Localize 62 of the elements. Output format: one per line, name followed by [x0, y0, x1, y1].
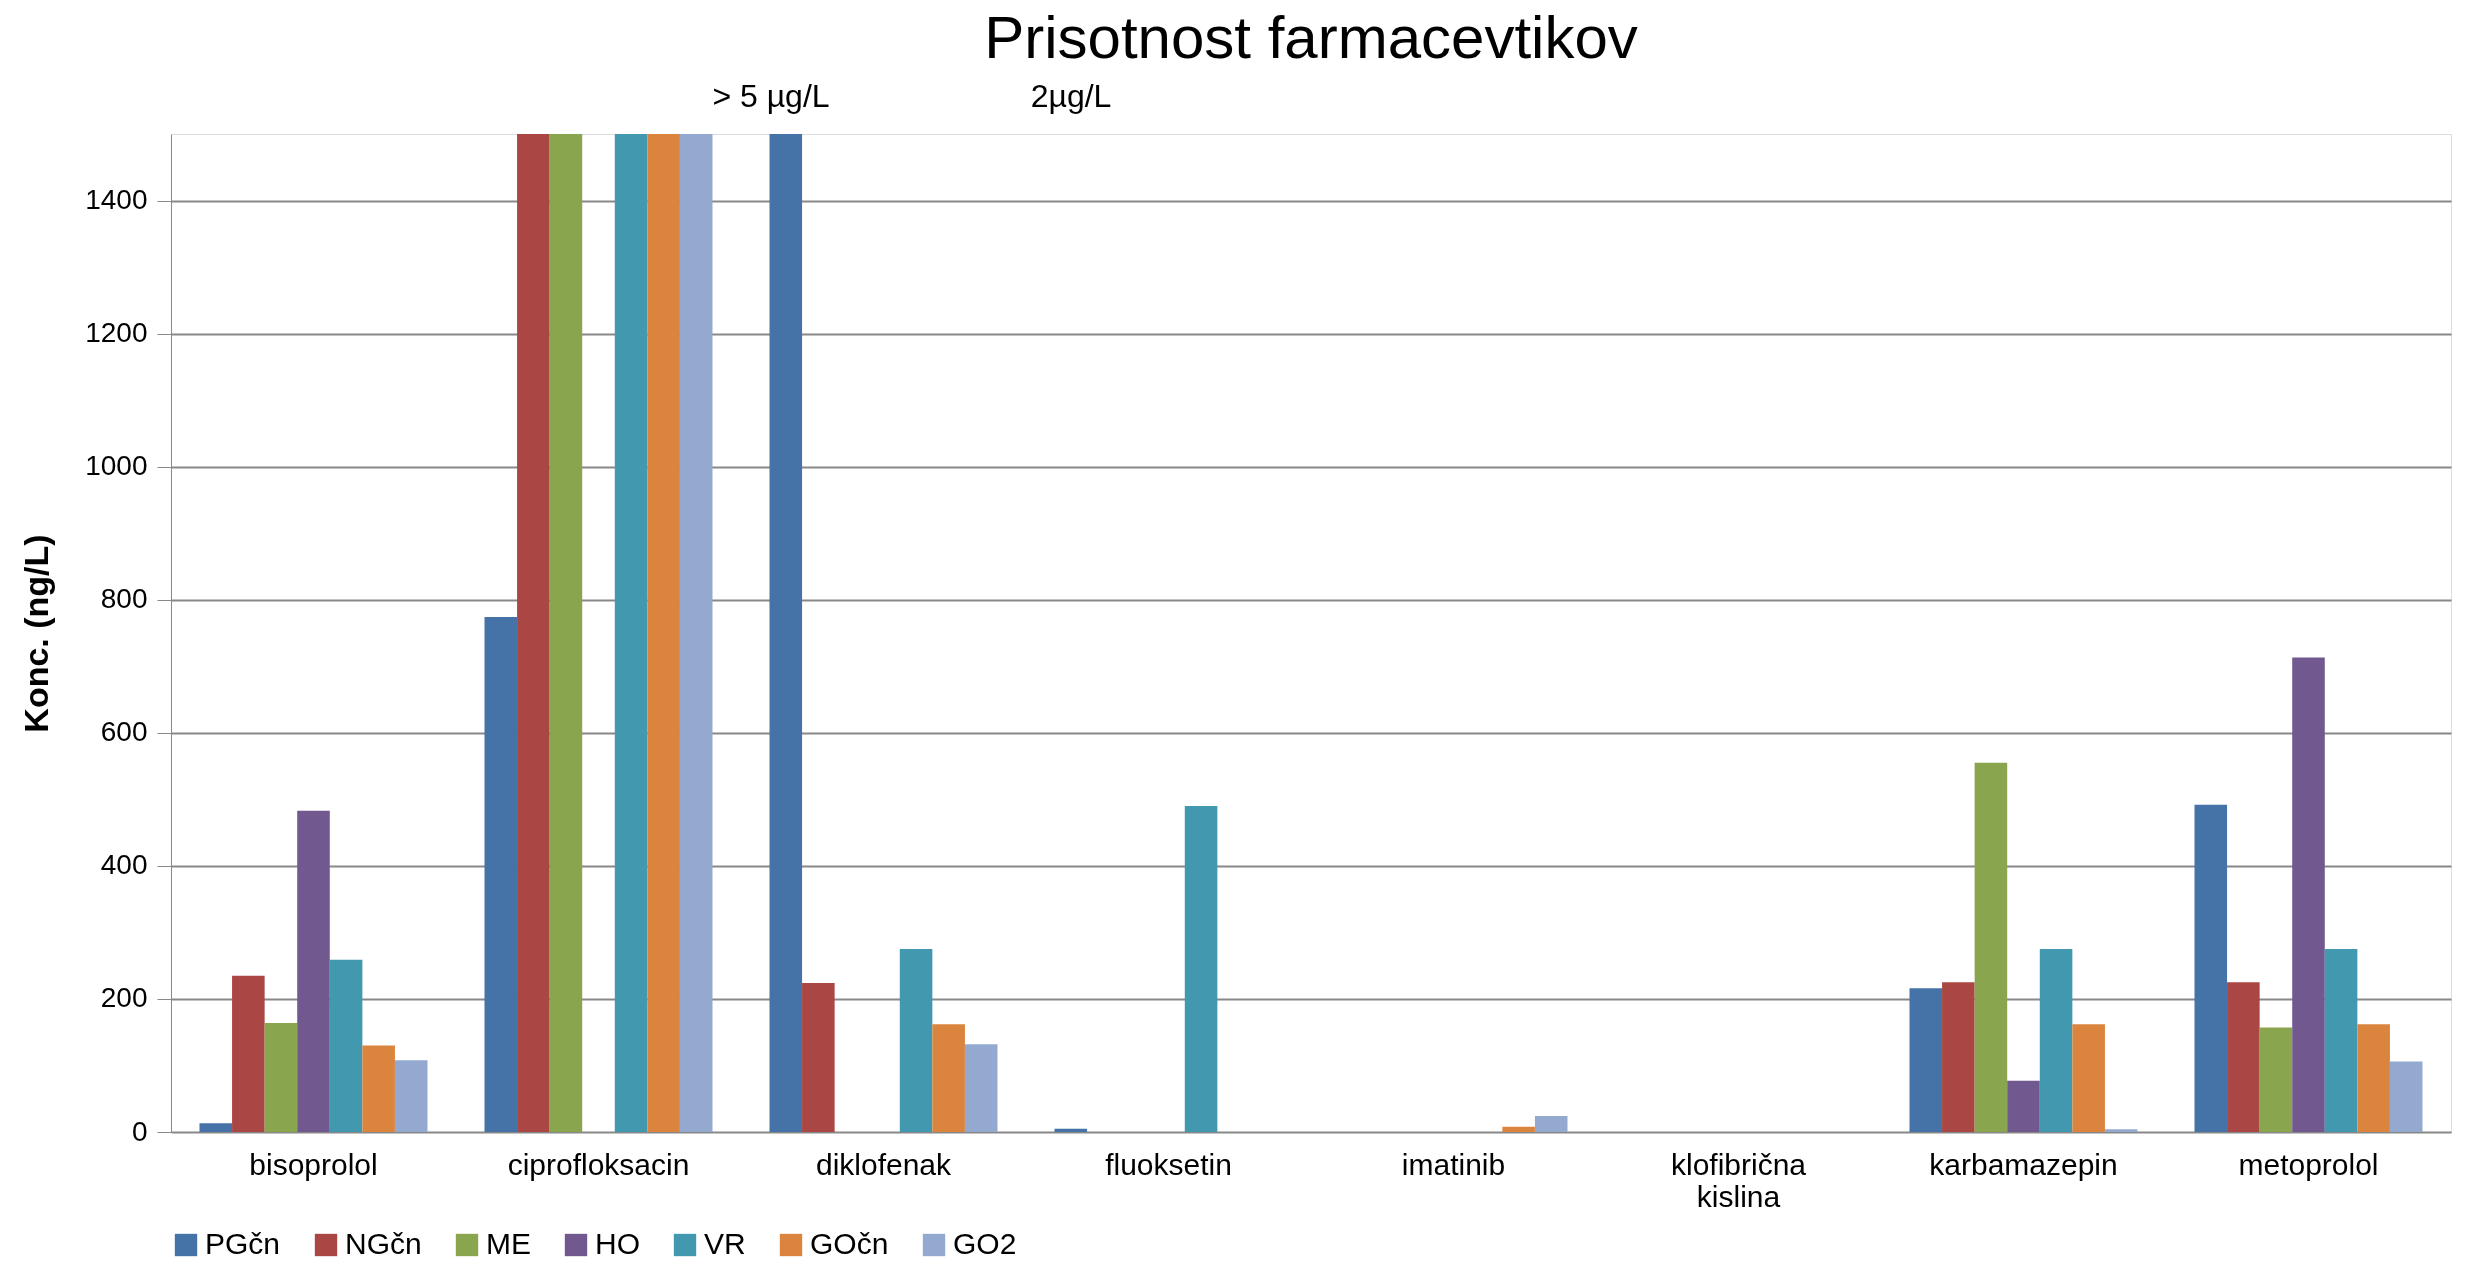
y-tick-label: 0	[131, 1115, 148, 1147]
bar	[297, 810, 330, 1132]
bar	[899, 949, 933, 1132]
x-tick-label: metoprolol	[2238, 1147, 2379, 1181]
bar	[2357, 1024, 2390, 1132]
x-tick-label: diklofenak	[815, 1147, 953, 1181]
bar	[2104, 1129, 2138, 1132]
bar	[1502, 1126, 1535, 1132]
bar	[484, 617, 518, 1132]
bar	[1942, 982, 1975, 1132]
legend-label: VR	[704, 1227, 746, 1260]
y-tick-label: 1400	[85, 184, 148, 216]
y-tick-label: 600	[100, 716, 148, 748]
y-tick-label: 1000	[85, 450, 148, 482]
bar	[769, 134, 803, 1132]
bar	[549, 134, 583, 1132]
text: > 5 µg/L	[712, 78, 830, 114]
legend-label: GOčn	[810, 1227, 889, 1260]
bar	[2072, 1024, 2105, 1132]
x-tick-label: fluoksetin	[1105, 1147, 1232, 1181]
bar	[2194, 804, 2228, 1132]
bar	[362, 1045, 395, 1132]
x-tick-label: bisoprolol	[249, 1147, 378, 1181]
bar	[2007, 1080, 2040, 1132]
bar	[2227, 982, 2260, 1132]
bar	[517, 134, 550, 1132]
legend-label: NGčn	[345, 1227, 422, 1260]
x-tick-label: karbamazepin	[1929, 1147, 2118, 1181]
bar	[1909, 988, 1943, 1132]
x-tick-label: ciprofloksacin	[507, 1147, 690, 1181]
bar	[232, 975, 265, 1132]
x-tick-label: klofibrična kislina	[1670, 1147, 1807, 1213]
bar	[2324, 949, 2358, 1132]
bar	[2292, 657, 2325, 1132]
bar	[614, 134, 648, 1132]
bar	[2039, 949, 2073, 1132]
y-axis-title: Konc. (ng/L)	[17, 534, 56, 733]
bar	[1184, 805, 1218, 1132]
legend-label: GO2	[953, 1227, 1017, 1260]
y-tick-label: 400	[100, 849, 148, 881]
bar	[964, 1044, 998, 1132]
y-tick-label: 1200	[85, 317, 148, 349]
legend-label: PGčn	[205, 1227, 281, 1260]
bar	[1534, 1116, 1568, 1132]
y-tick-label: 800	[100, 583, 148, 615]
bar	[2259, 1027, 2293, 1132]
bar	[679, 134, 713, 1132]
legend-label: HO	[595, 1227, 640, 1260]
y-tick-label: 200	[100, 982, 148, 1014]
bar	[329, 959, 363, 1132]
x-tick-label: imatinib	[1401, 1147, 1506, 1181]
bar	[394, 1060, 428, 1132]
bar	[2389, 1061, 2423, 1132]
bar	[932, 1024, 965, 1132]
legend-label: ME	[486, 1227, 531, 1260]
bar	[199, 1123, 233, 1132]
bar	[802, 982, 835, 1132]
chart-title: Prisotnost farmacevtikov	[984, 4, 1638, 71]
bar	[1974, 762, 2008, 1132]
bar	[264, 1022, 298, 1132]
bar	[647, 134, 680, 1132]
text: 2µg/L	[1030, 78, 1112, 114]
